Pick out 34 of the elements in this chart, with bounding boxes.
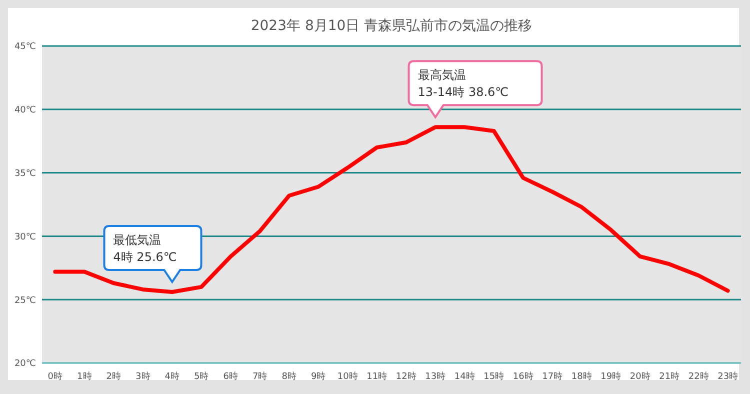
x-tick-label: 18時: [571, 371, 592, 382]
x-tick-label: 17時: [542, 371, 563, 382]
y-tick-label: 40℃: [14, 106, 36, 116]
x-tick-label: 16時: [512, 371, 534, 382]
x-tick-label: 7時: [252, 371, 268, 382]
x-tick-label: 20時: [630, 371, 650, 382]
x-tick-label: 15時: [484, 371, 504, 382]
line-series: [53, 125, 730, 294]
x-tick-label: 12時: [396, 371, 416, 382]
x-tick-label: 3時: [136, 371, 150, 382]
x-tick-label: 5時: [194, 371, 209, 382]
x-tick-label: 9時: [311, 371, 326, 382]
x-tick-label: 13時: [425, 371, 446, 382]
annotation: 最高気温 13-14時 38.6℃: [418, 68, 509, 100]
x-tick-label: 6時: [223, 371, 238, 382]
y-tick-label: 45℃: [14, 42, 36, 52]
x-tick-label: 19時: [600, 371, 622, 382]
x-tick-label: 1時: [77, 371, 92, 382]
x-tick-label: 11時: [366, 371, 388, 382]
x-tick-label: 22時: [688, 371, 709, 382]
chart-title: 2023年 8月10日 青森県弘前市の気温の推移: [250, 18, 532, 34]
x-tick-label: 10時: [337, 371, 358, 382]
y-tick-label: 30℃: [14, 232, 36, 242]
x-tick-label: 8時: [282, 371, 297, 382]
x-tick-label: 23時: [718, 371, 738, 382]
annotation: 最低気温 4時 25.6℃: [113, 232, 177, 264]
y-tick-label: 25℃: [14, 296, 36, 306]
x-tick-label: 2時: [106, 371, 122, 382]
x-tick-label: 21時: [659, 371, 680, 382]
y-tick-label: 35℃: [14, 168, 36, 179]
x-tick-label: 4時: [164, 371, 180, 382]
x-tick-label: 14時: [454, 371, 475, 382]
y-tick-label: 20℃: [14, 359, 36, 370]
x-tick-label: 0時: [48, 371, 63, 382]
